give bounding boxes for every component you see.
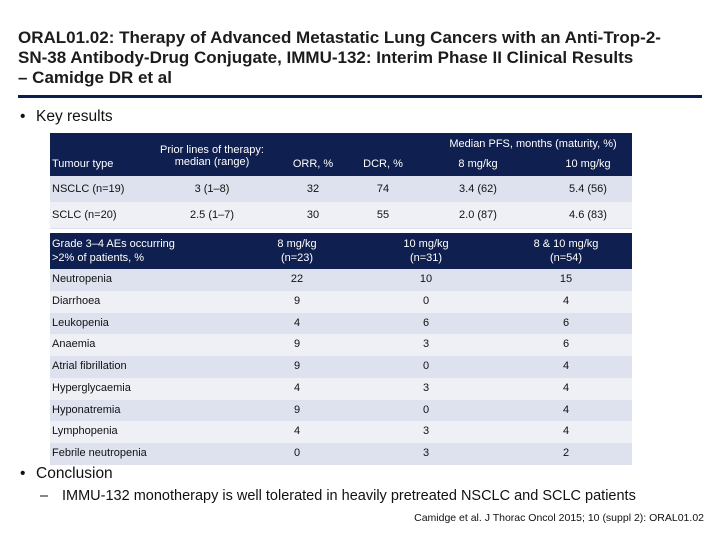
cell-all: 4 [562,425,570,438]
cell-all: 4 [562,381,570,394]
cell-10mg: 3 [422,381,430,394]
cell-all: 6 [562,338,570,351]
header-pfs-8mg: 8 mg/kg [458,158,498,170]
header-10mg-line2: (n=31) [409,252,443,264]
cell-ae: Diarrhoea [52,294,101,307]
cell-10mg: 3 [422,425,430,438]
cell-pfs-8mg: 2.0 (87) [459,209,497,221]
slide-title: ORAL01.02: Therapy of Advanced Metastati… [18,28,708,88]
cell-ae: Atrial fibrillation [52,360,127,372]
cell-8mg: 0 [293,447,301,459]
header-10mg-line1: 10 mg/kg [403,238,449,250]
dash-icon: – [40,488,49,504]
cell-10mg: 0 [422,360,430,372]
cell-all: 15 [559,273,573,285]
cell-8mg: 4 [293,316,301,329]
cell-ae: Lymphopenia [52,425,118,438]
header-prior-line1: Prior lines of therapy: [160,144,264,156]
ae-row-hyperglycaemia: Hyperglycaemia 4 3 4 [50,377,632,400]
citation: Camidge et al. J Thorac Oncol 2015; 10 (… [414,512,704,524]
ae-row-leukopenia: Leukopenia 4 6 6 [50,312,632,335]
title-line-3: – Camidge DR et al [18,68,172,87]
efficacy-table-header: Tumour type Prior lines of therapy: medi… [50,133,632,176]
header-orr: ORR, % [292,158,334,170]
cell-10mg: 0 [422,403,430,416]
header-prior-line2: median (range) [174,156,250,168]
header-all-line1: 8 & 10 mg/kg [533,238,599,250]
header-tumour-type: Tumour type [52,158,114,170]
cell-pfs-10mg: 5.4 (56) [569,183,607,195]
ae-row-lymphopenia: Lymphopenia 4 3 4 [50,421,632,443]
cell-8mg: 4 [293,381,301,394]
cell-prior: 2.5 (1–7) [189,209,235,221]
ae-row-neutropenia: Neutropenia 22 10 15 [50,269,632,291]
cell-prior: 3 (1–8) [194,183,230,195]
cell-pfs-10mg: 4.6 (83) [569,209,607,221]
cell-ae: Anaemia [52,338,96,351]
cell-ae: Neutropenia [52,273,112,285]
header-ae-line1: Grade 3–4 AEs occurring [52,238,175,250]
cell-10mg: 3 [422,338,430,351]
cell-8mg: 9 [293,338,301,351]
header-8mg: 8 mg/kg (n=23) [277,237,316,265]
header-ae-line2: >2% of patients, % [52,252,145,264]
efficacy-row-sclc: SCLC (n=20) 2.5 (1–7) 30 55 2.0 (87) 4.6… [50,202,632,228]
header-8mg-line2: (n=23) [280,252,314,264]
cell-tumour: SCLC (n=20) [52,209,117,221]
bullet-key-results-label: Key results [36,108,113,125]
cell-all: 2 [562,447,570,459]
cell-10mg: 10 [419,273,433,285]
bullet-conclusion: • Conclusion [20,465,113,483]
cell-all: 4 [562,360,570,372]
cell-8mg: 22 [290,273,304,285]
header-dcr: DCR, % [363,158,403,170]
conclusion-text: IMMU-132 monotherapy is well tolerated i… [62,488,636,504]
header-8-and-10mg: 8 & 10 mg/kg (n=54) [534,237,599,265]
header-ae: Grade 3–4 AEs occurring >2% of patients,… [52,237,175,265]
ae-table-header: Grade 3–4 AEs occurring >2% of patients,… [50,233,632,269]
title-line-2: SN-38 Antibody-Drug Conjugate, IMMU-132:… [18,48,634,67]
bullet-dot-icon: • [20,465,26,482]
bullet-key-results: • Key results [20,108,113,126]
efficacy-table: Tumour type Prior lines of therapy: medi… [50,133,632,229]
cell-all: 4 [562,403,570,416]
cell-8mg: 9 [293,294,301,307]
header-10mg: 10 mg/kg (n=31) [403,237,448,265]
cell-8mg: 4 [293,425,301,438]
title-line-1: ORAL01.02: Therapy of Advanced Metastati… [18,28,661,47]
ae-row-atrial-fibrillation: Atrial fibrillation 9 0 4 [50,356,632,378]
conclusion-subpoint: – IMMU-132 monotherapy is well tolerated … [40,488,636,504]
cell-10mg: 6 [422,316,430,329]
cell-ae: Hyperglycaemia [52,381,131,394]
ae-row-febrile-neutropenia: Febrile neutropenia 0 3 2 [50,443,632,465]
cell-all: 6 [562,316,570,329]
cell-pfs-8mg: 3.4 (62) [459,183,497,195]
cell-tumour: NSCLC (n=19) [52,183,125,195]
bullet-dot-icon: • [20,108,26,125]
bullet-conclusion-label: Conclusion [36,465,113,482]
header-8mg-line1: 8 mg/kg [277,238,317,250]
header-all-line2: (n=54) [549,252,583,264]
cell-ae: Hyponatremia [52,403,121,416]
header-prior-lines: Prior lines of therapy: median (range) [160,144,264,168]
title-divider [18,95,702,98]
cell-dcr: 74 [376,183,390,195]
cell-ae: Febrile neutropenia [52,447,147,459]
header-pfs-10mg: 10 mg/kg [565,158,611,170]
ae-row-anaemia: Anaemia 9 3 6 [50,334,632,356]
cell-orr: 32 [306,183,320,195]
cell-ae: Leukopenia [52,316,109,329]
cell-all: 4 [562,294,570,307]
efficacy-row-nsclc: NSCLC (n=19) 3 (1–8) 32 74 3.4 (62) 5.4 … [50,176,632,202]
ae-row-hyponatremia: Hyponatremia 9 0 4 [50,399,632,422]
cell-dcr: 55 [376,209,390,221]
cell-8mg: 9 [293,360,301,372]
cell-8mg: 9 [293,403,301,416]
ae-row-diarrhoea: Diarrhoea 9 0 4 [50,290,632,313]
header-median-pfs: Median PFS, months (maturity, %) [449,138,617,150]
cell-orr: 30 [306,209,320,221]
cell-10mg: 0 [422,294,430,307]
cell-10mg: 3 [422,447,430,459]
